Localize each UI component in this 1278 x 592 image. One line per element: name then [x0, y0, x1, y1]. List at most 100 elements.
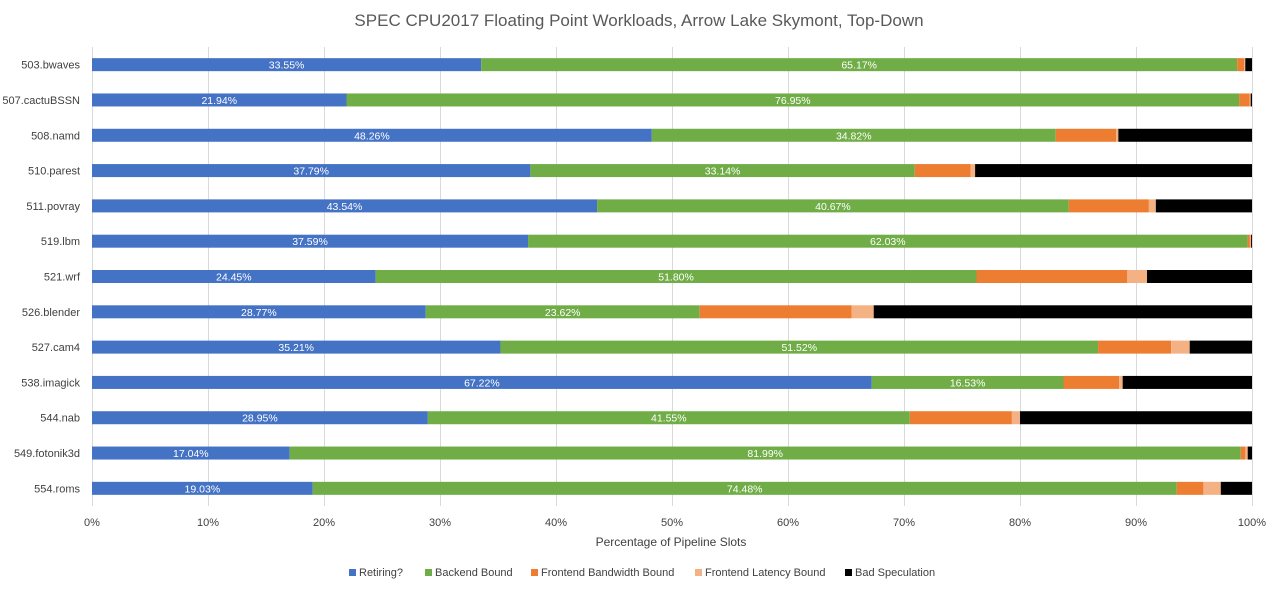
- bar-segment: [597, 199, 1069, 213]
- bar-segment: [976, 270, 1128, 283]
- bar-segment: [1249, 234, 1252, 248]
- bar-segment: [92, 340, 501, 354]
- data-label: 24.45%: [216, 272, 252, 284]
- bar-segment: [1127, 270, 1148, 283]
- data-label: 21.94%: [201, 95, 237, 107]
- data-label: 41.55%: [651, 413, 687, 425]
- bar-segment: [1249, 93, 1251, 107]
- data-label: 16.53%: [950, 377, 986, 389]
- x-tick-label: 100%: [1238, 517, 1266, 529]
- data-label: 76.95%: [775, 95, 811, 107]
- bar-segment: [1122, 375, 1252, 389]
- legend-label: Frontend Bandwidth Bound: [541, 567, 674, 579]
- bar-segment: [92, 375, 872, 389]
- bars: 33.55% 65.17% 21.94% 76.95% 48.26% 34.82% 37.7…: [92, 58, 1252, 495]
- x-tick-label: 60%: [777, 517, 799, 529]
- data-label: 81.99%: [747, 448, 783, 460]
- bar-segment: [1220, 481, 1252, 495]
- bar-segment: [92, 411, 428, 425]
- x-tick-label: 90%: [1125, 517, 1147, 529]
- data-label: 62.03%: [870, 236, 906, 248]
- bar-segment: [1020, 411, 1252, 425]
- bar-segment: [481, 58, 1238, 72]
- x-tick-labels: 0% 10% 20% 30% 40% 50% 60% 70% 80% 90% 100%: [84, 517, 1266, 529]
- data-label: 33.14%: [705, 166, 741, 178]
- bar-segment: [92, 164, 531, 178]
- bar-segment: [1119, 375, 1123, 389]
- data-label: 37.79%: [293, 166, 329, 178]
- bar-segment: [1147, 270, 1252, 283]
- bar-segment: [1250, 93, 1252, 107]
- bar-segment: [1176, 481, 1204, 495]
- bar-segment: [1245, 446, 1248, 460]
- bar-segment: [92, 93, 347, 107]
- bar-segment: [1063, 375, 1120, 389]
- bar-segment: [1244, 58, 1246, 72]
- legend-swatch: [845, 569, 852, 576]
- x-axis-title: Percentage of Pipeline Slots: [596, 535, 747, 549]
- bar-segment: [1011, 411, 1020, 425]
- bar-segment: [1247, 234, 1250, 248]
- category-label: 511.povray: [26, 201, 80, 213]
- data-label: 19.03%: [185, 483, 221, 495]
- legend-label: Frontend Latency Bound: [705, 567, 825, 579]
- category-label: 554.roms: [34, 483, 80, 495]
- bar-segment: [651, 128, 1056, 142]
- category-label: 503.bwaves: [21, 60, 80, 72]
- category-label: 544.nab: [40, 413, 80, 425]
- data-label: 51.80%: [658, 272, 694, 284]
- x-tick-label: 30%: [429, 517, 451, 529]
- bar-segment: [425, 305, 700, 319]
- data-label: 17.04%: [173, 448, 209, 460]
- category-label: 507.cactuBSSN: [2, 95, 80, 107]
- bar-segment: [289, 446, 1241, 460]
- bar-segment: [346, 93, 1240, 107]
- data-label: 37.59%: [292, 236, 328, 248]
- bar-segment: [1068, 199, 1149, 213]
- category-label: 549.fotonik3d: [14, 448, 80, 460]
- bar-segment: [92, 481, 313, 495]
- bar-segment: [1245, 58, 1252, 72]
- bar-segment: [530, 164, 915, 178]
- legend-swatch: [349, 569, 356, 576]
- bar-segment: [1155, 199, 1252, 213]
- bar-segment: [914, 164, 971, 178]
- bar-segment: [92, 234, 529, 248]
- category-labels: 503.bwaves 507.cactuBSSN 508.namd 510.pares…: [2, 60, 81, 496]
- bar-segment: [699, 305, 852, 319]
- x-tick-label: 70%: [893, 517, 915, 529]
- category-label: 521.wrf: [44, 272, 81, 284]
- legend-swatch: [425, 569, 432, 576]
- bar-segment: [92, 270, 376, 283]
- legend-swatch: [531, 569, 538, 576]
- legend-label: Bad Speculation: [855, 567, 935, 579]
- x-tick-label: 10%: [197, 517, 219, 529]
- bar-segment: [1098, 340, 1172, 354]
- legend: Retiring? Backend Bound Frontend Bandwidth…: [349, 567, 935, 579]
- category-label: 510.parest: [28, 166, 80, 178]
- bar-segment: [528, 234, 1248, 248]
- bar-segment: [1251, 234, 1252, 248]
- data-label: 33.55%: [269, 60, 305, 72]
- data-label: 51.52%: [781, 342, 817, 354]
- bar-segment: [909, 411, 1012, 425]
- category-label: 527.cam4: [32, 342, 80, 354]
- bar-segment: [312, 481, 1177, 495]
- data-label: 43.54%: [327, 201, 363, 213]
- x-tick-label: 0%: [84, 517, 100, 529]
- bar-segment: [1118, 128, 1252, 142]
- x-tick-label: 80%: [1009, 517, 1031, 529]
- data-label: 28.95%: [242, 413, 278, 425]
- bar-segment: [1237, 58, 1245, 72]
- bar-segment: [1171, 340, 1190, 354]
- category-label: 508.namd: [31, 130, 80, 142]
- data-label: 40.67%: [815, 201, 851, 213]
- bar-segment: [1148, 199, 1156, 213]
- legend-label: Backend Bound: [435, 567, 513, 579]
- bar-segment: [500, 340, 1099, 354]
- bar-segment: [1239, 93, 1250, 107]
- bar-segment: [92, 58, 482, 72]
- data-label: 23.62%: [545, 307, 581, 319]
- data-label: 34.82%: [836, 130, 872, 142]
